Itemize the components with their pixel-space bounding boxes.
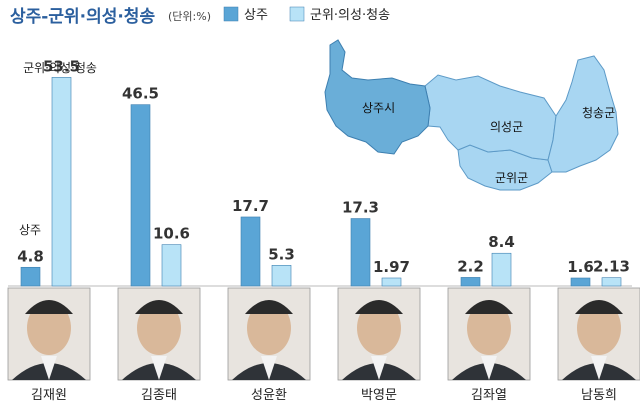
candidate-group: 김재원 김종태 성윤환 박영문 김좌열 남동희 — [7, 287, 640, 403]
candidate-photo-3 — [227, 287, 311, 381]
value-label-gunwi-5: 8.4 — [488, 233, 515, 251]
bar-sangju-5 — [460, 277, 481, 287]
region-map: 상주시 의성군 청송군 군위군 — [324, 39, 619, 191]
category-label-3: 성윤환 — [251, 388, 287, 403]
map-label-gunwi: 군위군 — [495, 171, 528, 185]
bar-sangju-2 — [130, 104, 151, 287]
bar-sangju-3 — [240, 216, 261, 287]
value-label-sangju-6: 1.6 — [567, 258, 594, 276]
annotation-first-gunwi: 군위·의성·청송 — [23, 61, 97, 75]
value-label-sangju-2: 46.5 — [122, 85, 159, 103]
bar-gunwi-3 — [271, 265, 292, 287]
bar-sangju-1 — [20, 266, 41, 287]
legend-label-gunwi: 군위·의성·청송 — [310, 8, 390, 23]
category-label-4: 박영문 — [361, 388, 397, 403]
value-label-gunwi-4: 1.97 — [373, 258, 410, 276]
bar-sangju-4 — [350, 218, 371, 287]
map-region-uiseong — [424, 74, 557, 161]
legend-swatch-gunwi — [289, 6, 305, 22]
value-label-sangju-3: 17.7 — [232, 197, 269, 215]
bars-group: 4.8 53.5 46.5 10.6 17.7 5.3 17.3 1.97 2.28.4 1.6 2… — [17, 57, 630, 287]
candidate-photo-5 — [447, 287, 531, 381]
legend-label-sangju: 상주 — [244, 8, 268, 23]
value-label-gunwi-2: 10.6 — [153, 225, 190, 243]
bar-gunwi-5 — [491, 252, 512, 287]
annotation-first-sangju: 상주 — [19, 223, 41, 237]
value-label-gunwi-1: 53.5 — [43, 57, 80, 75]
candidate-photo-2 — [117, 287, 201, 381]
value-label-sangju-5: 2.2 — [457, 257, 484, 275]
category-label-2: 김종태 — [141, 388, 177, 403]
bar-gunwi-4 — [381, 277, 402, 287]
bar-gunwi-1 — [51, 77, 72, 287]
chart-unit: (단위:%) — [168, 10, 211, 23]
map-region-cheongsong — [547, 55, 619, 173]
value-label-sangju-1: 4.8 — [17, 247, 44, 265]
bar-sangju-6 — [570, 277, 591, 287]
map-region-sangju — [324, 39, 431, 155]
value-label-gunwi-3: 5.3 — [268, 245, 295, 263]
chart-title: 상주-군위·의성·청송 — [10, 6, 155, 27]
candidate-photo-6 — [557, 287, 640, 381]
category-label-6: 남동희 — [581, 388, 617, 403]
bar-gunwi-6 — [601, 277, 622, 287]
map-label-sangju: 상주시 — [362, 101, 395, 115]
value-label-sangju-4: 17.3 — [342, 199, 379, 217]
map-label-uiseong: 의성군 — [490, 120, 523, 134]
legend-swatch-sangju — [223, 6, 239, 22]
candidate-photo-1 — [7, 287, 91, 381]
bar-gunwi-2 — [161, 244, 182, 287]
map-label-cheongsong: 청송군 — [582, 106, 615, 120]
category-label-1: 김재원 — [31, 388, 67, 403]
category-label-5: 김좌열 — [471, 388, 507, 403]
value-label-gunwi-6: 2.13 — [593, 258, 630, 276]
candidate-photo-4 — [337, 287, 421, 381]
